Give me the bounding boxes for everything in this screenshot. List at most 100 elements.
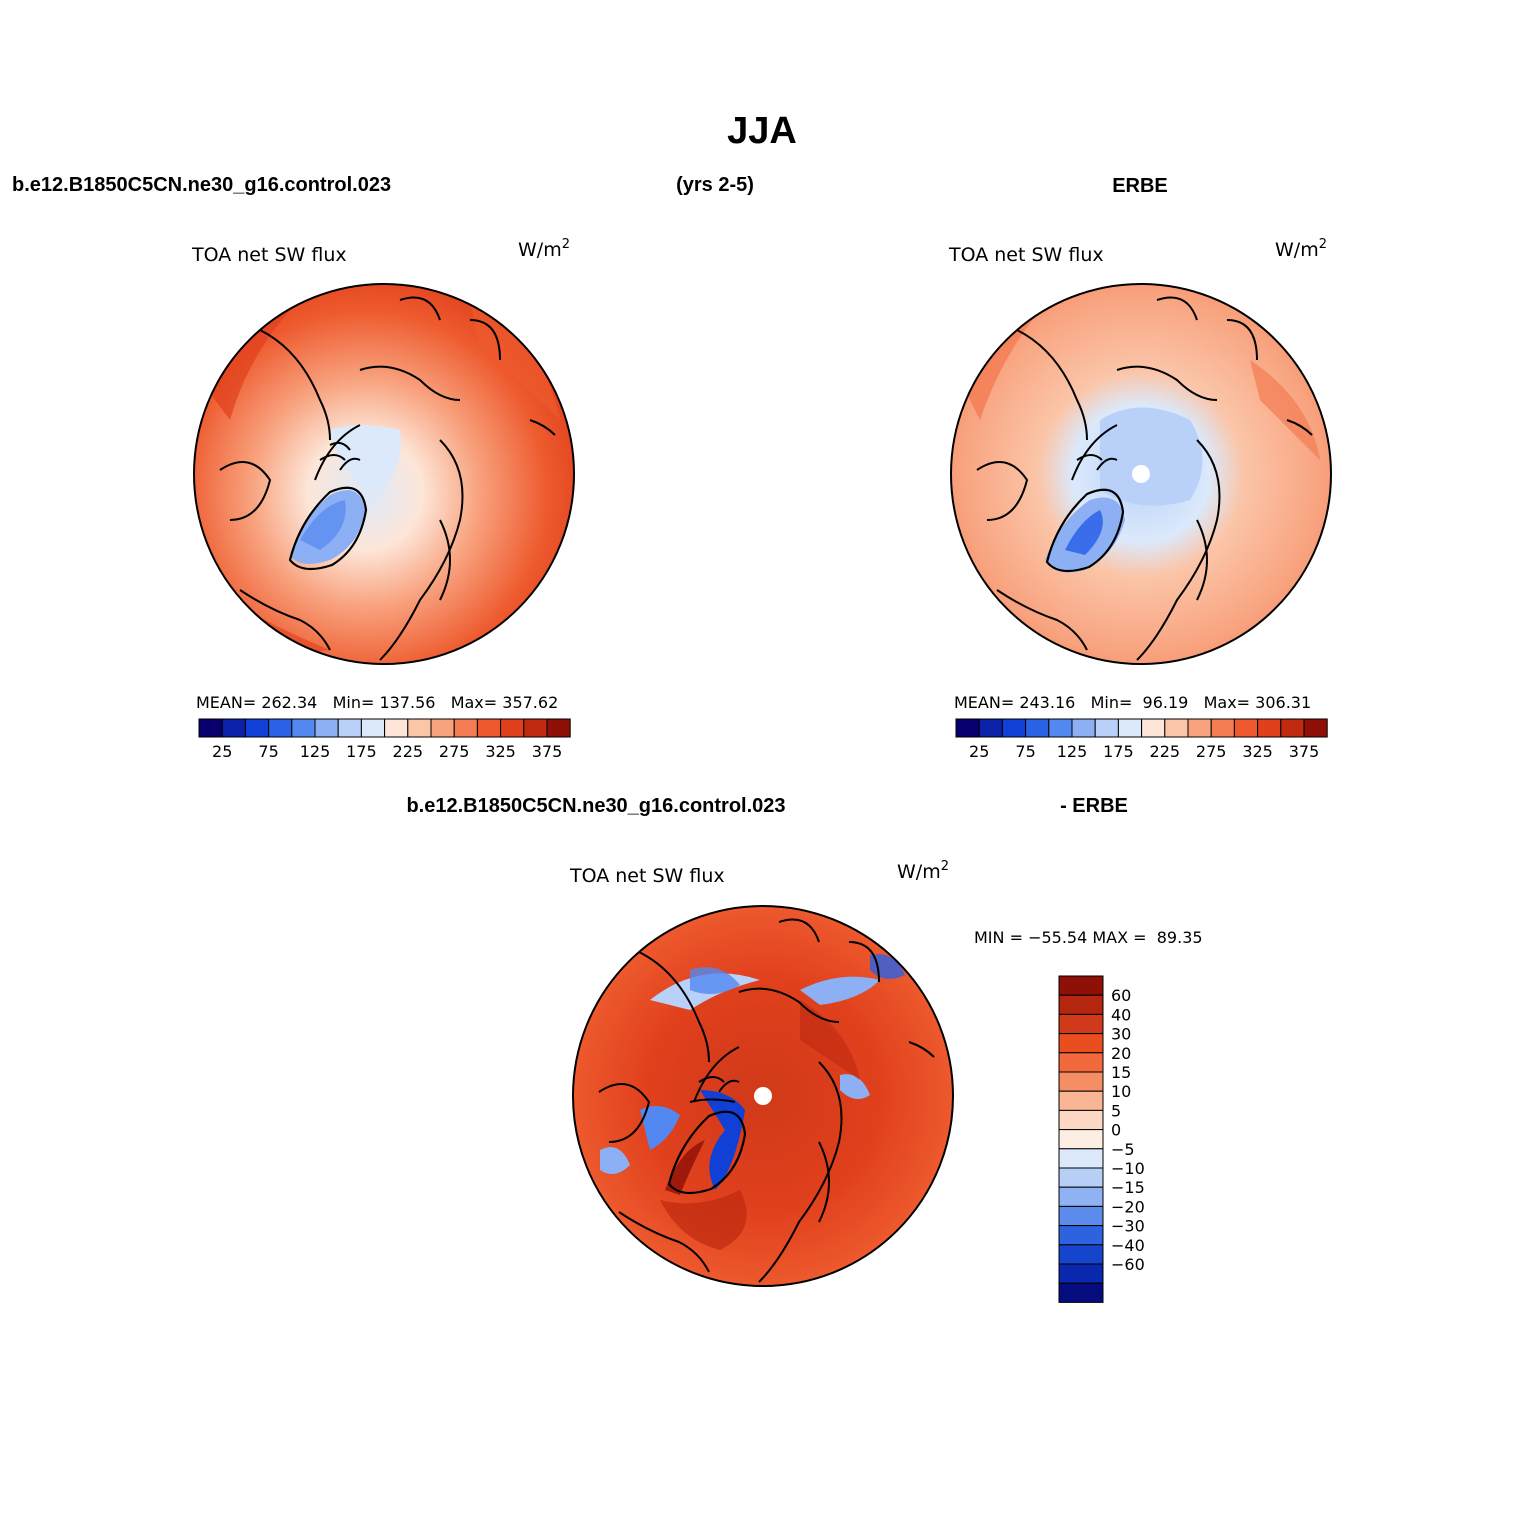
obs-colorbar-tick-label: 225 [1150, 742, 1181, 761]
diff-colorbar-box [1058, 1205, 1104, 1227]
model-units-exp: 2 [562, 237, 570, 252]
model-map-border [193, 283, 575, 665]
case-name-title: b.e12.B1850C5CN.ne30_g16.control.023 [12, 174, 391, 196]
obs-units-exp: 2 [1319, 237, 1327, 252]
obs-colorbar-box [1071, 718, 1096, 738]
model-polar-map [194, 284, 574, 664]
diff-map-border [572, 905, 954, 1287]
obs-colorbar-tick-label: 75 [1015, 742, 1035, 761]
obs-colorbar-box [1141, 718, 1166, 738]
diff-colorbar-tick-label: 15 [1111, 1063, 1131, 1082]
diff-colorbar-tick-label: −15 [1111, 1178, 1145, 1197]
diff-obs-name-title: - ERBE [1060, 795, 1128, 817]
model-colorbar-box [407, 718, 432, 738]
model-colorbar-box [476, 718, 502, 738]
obs-colorbar-box [978, 718, 1003, 738]
obs-colorbar-box [1187, 718, 1212, 738]
model-colorbar-tick-label: 325 [485, 742, 516, 761]
diff-colorbar-tick-label: 5 [1111, 1101, 1121, 1120]
obs-colorbar-box [1094, 718, 1119, 738]
model-colorbar-tick-label: 275 [439, 742, 470, 761]
diff-colorbar-box [1058, 1167, 1104, 1188]
years-title: (yrs 2-5) [676, 174, 754, 196]
diff-colorbar-box [1058, 1071, 1104, 1092]
diff-colorbar-box [1058, 1225, 1104, 1246]
diff-stats: MIN = −55.54 MAX = 89.35 [974, 928, 1203, 947]
obs-colorbar-tick-label: 275 [1196, 742, 1227, 761]
diff-case-name-title: b.e12.B1850C5CN.ne30_g16.control.023 [406, 795, 785, 817]
diff-colorbar-tick-label: −40 [1111, 1236, 1145, 1255]
model-colorbar: 25 75 125 175 225 275 325 375 [198, 718, 571, 761]
diff-colorbar-box [1058, 1129, 1104, 1150]
model-colorbar-tick-label: 75 [258, 742, 278, 761]
diff-colorbar-box [1058, 1109, 1104, 1131]
obs-colorbar: 25 75 125 175 225 275 325 375 [955, 718, 1328, 761]
diff-colorbar-box [1058, 975, 1104, 996]
diff-polar-map [573, 906, 953, 1286]
diff-colorbar-box [1058, 1013, 1104, 1035]
diff-colorbar-tick-label: 0 [1111, 1121, 1121, 1140]
model-colorbar-box [523, 718, 548, 738]
obs-map-border [950, 283, 1332, 665]
diff-colorbar-box [1058, 1186, 1104, 1207]
obs-colorbar-box [1210, 718, 1235, 738]
model-colorbar-tick-label: 25 [212, 742, 232, 761]
obs-pole-hole [1132, 465, 1150, 483]
diff-colorbar-tick-label: 30 [1111, 1025, 1131, 1044]
diff-colorbar-tick-label: −20 [1111, 1197, 1145, 1216]
model-colorbar-tick-label: 175 [346, 742, 377, 761]
model-colorbar-box [291, 718, 316, 738]
obs-colorbar-tick-label: 325 [1242, 742, 1273, 761]
diff-colorbar-box [1058, 1052, 1104, 1073]
obs-colorbar-tick-label: 125 [1057, 742, 1088, 761]
diff-panel: b.e12.B1850C5CN.ne30_g16.control.023 - E… [406, 795, 1203, 1303]
model-colorbar-box [430, 718, 455, 738]
diff-colorbar-tick-label: 10 [1111, 1082, 1131, 1101]
model-units: W/m2 [518, 237, 570, 261]
diff-colorbar-tick-label: 60 [1111, 986, 1131, 1005]
obs-colorbar-box [1303, 718, 1328, 738]
model-colorbar-tick-label: 375 [532, 742, 563, 761]
season-title: JJA [727, 110, 797, 152]
diff-colorbar-box [1058, 1244, 1104, 1265]
model-colorbar-tick-label: 225 [393, 742, 424, 761]
diff-colorbar-tick-label: −60 [1111, 1255, 1145, 1274]
diff-colorbar-box [1058, 1090, 1104, 1111]
diff-units-base: W/m [897, 861, 941, 883]
obs-units: W/m2 [1275, 237, 1327, 261]
diff-colorbar-box [1058, 1148, 1104, 1169]
model-colorbar-box [384, 718, 409, 738]
obs-colorbar-box [955, 718, 980, 738]
obs-polar-map [951, 284, 1331, 664]
model-field-label: TOA net SW flux [191, 244, 347, 266]
model-colorbar-box [314, 718, 339, 738]
model-colorbar-box [198, 718, 223, 738]
obs-colorbar-tick-label: 375 [1289, 742, 1320, 761]
obs-stats: MEAN= 243.16 Min= 96.19 Max= 306.31 [954, 693, 1311, 712]
diff-units: W/m2 [897, 859, 949, 883]
obs-units-base: W/m [1275, 239, 1319, 261]
model-colorbar-box [337, 718, 362, 738]
model-colorbar-box [453, 718, 478, 738]
model-stats: MEAN= 262.34 Min= 137.56 Max= 357.62 [196, 693, 558, 712]
obs-colorbar-box [1280, 718, 1305, 738]
diff-colorbar-box [1058, 1033, 1104, 1054]
model-colorbar-box [221, 718, 246, 738]
obs-colorbar-box [1257, 718, 1282, 738]
model-colorbar-box [500, 718, 525, 738]
model-colorbar-tick-label: 125 [300, 742, 331, 761]
model-colorbar-box [268, 718, 293, 738]
model-colorbar-box [546, 718, 571, 738]
obs-colorbar-box [1001, 718, 1027, 738]
diff-colorbar-tick-label: −5 [1111, 1140, 1135, 1159]
obs-colorbar-tick-label: 25 [969, 742, 989, 761]
diff-units-exp: 2 [941, 859, 949, 874]
obs-panel: TOA net SW flux W/m2 MEAN= 243.16 Min= 9… [948, 237, 1332, 761]
model-colorbar-box [244, 718, 270, 738]
obs-colorbar-box [1025, 718, 1050, 738]
obs-colorbar-box [1164, 718, 1189, 738]
diff-colorbar-box [1058, 1263, 1104, 1284]
model-units-base: W/m [518, 239, 562, 261]
diff-colorbar-box [1058, 994, 1104, 1015]
